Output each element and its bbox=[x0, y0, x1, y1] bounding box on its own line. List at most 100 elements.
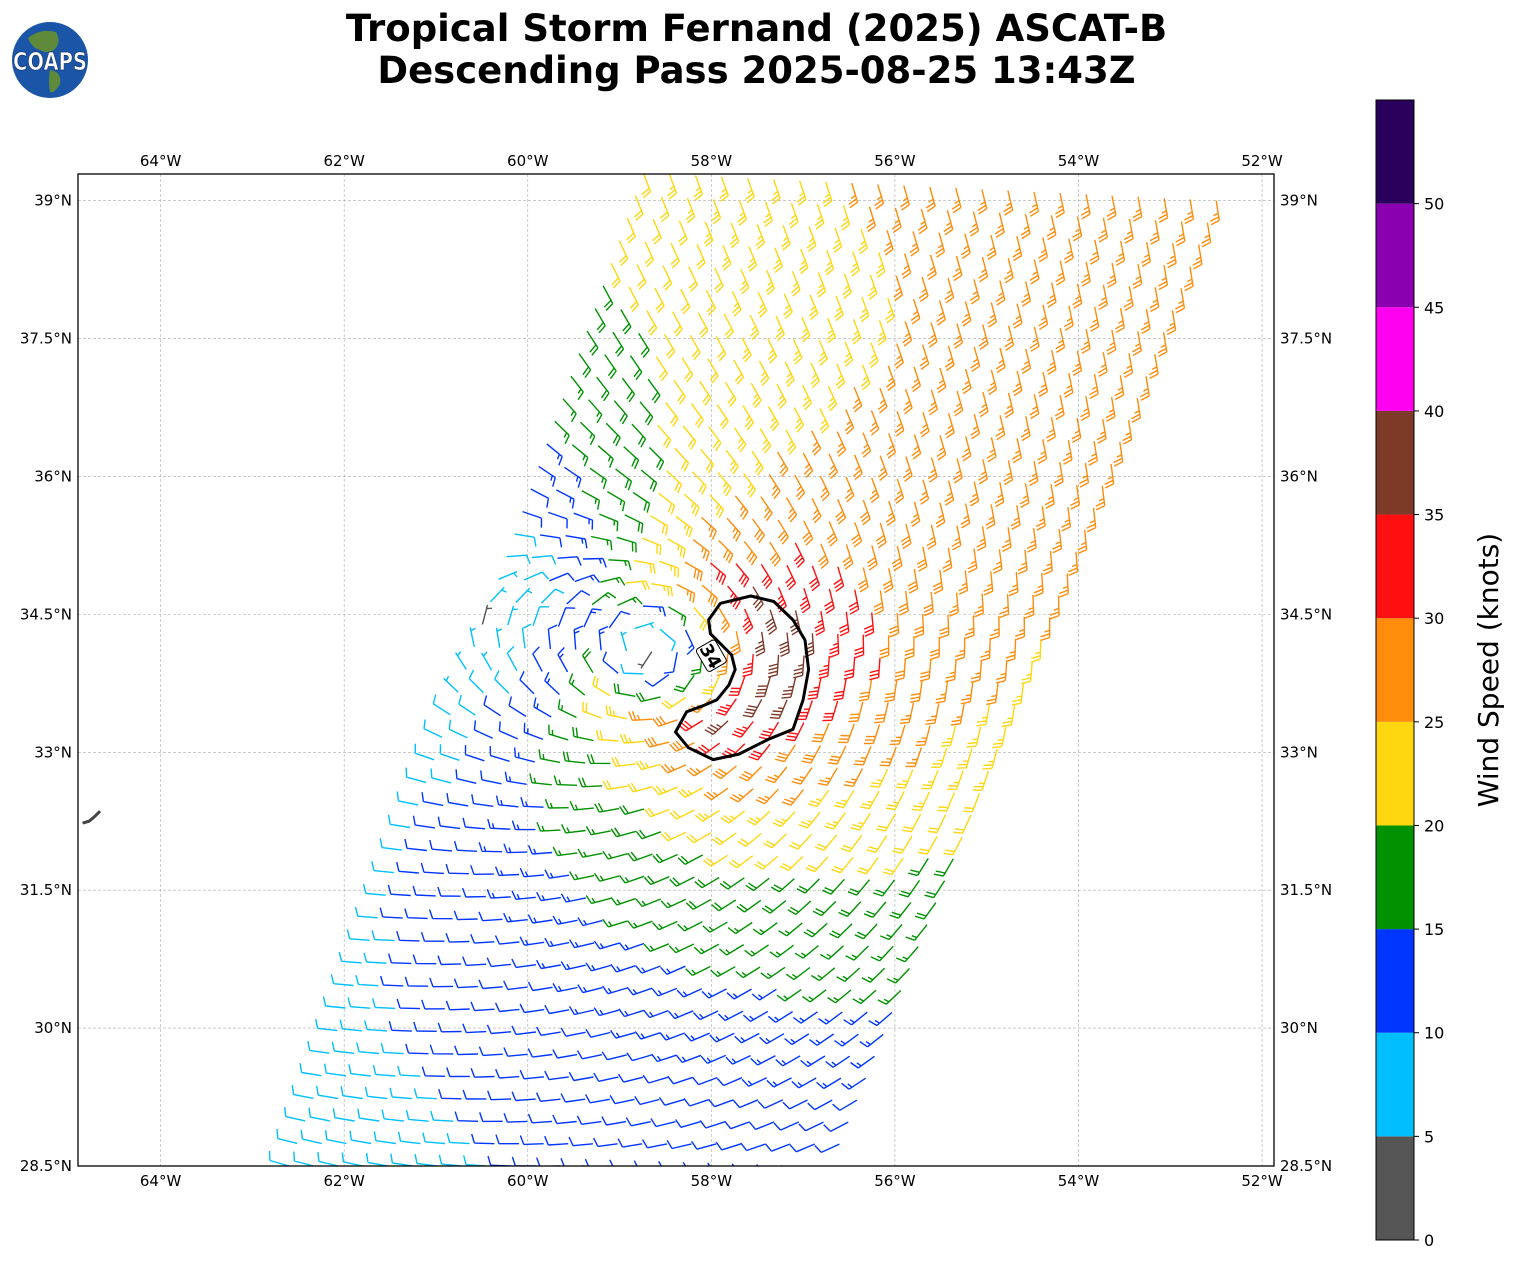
wind-barb bbox=[396, 998, 421, 1010]
wind-barb bbox=[421, 792, 444, 807]
wind-barb bbox=[836, 967, 861, 983]
wind-barb bbox=[741, 337, 752, 363]
wind-barb bbox=[478, 1046, 503, 1057]
wind-barb bbox=[844, 476, 855, 503]
wind-barb bbox=[743, 540, 758, 566]
contour-label-box bbox=[695, 639, 727, 672]
wind-barb bbox=[487, 1155, 511, 1166]
lon-tick-label-top: 64°W bbox=[140, 152, 182, 170]
wind-barb bbox=[397, 1065, 421, 1077]
wind-barb bbox=[443, 675, 459, 693]
wind-barb bbox=[677, 921, 703, 932]
wind-barb bbox=[810, 430, 822, 456]
wind-barb bbox=[495, 1068, 520, 1079]
wind-barb bbox=[787, 900, 812, 916]
wind-barb bbox=[547, 624, 558, 649]
wind-barb bbox=[817, 543, 829, 570]
wind-barb bbox=[699, 1119, 726, 1129]
wind-barb bbox=[657, 424, 672, 449]
wind-barb bbox=[995, 660, 1008, 684]
wind-barb bbox=[544, 937, 570, 948]
wind-barb bbox=[962, 792, 981, 813]
wind-barb bbox=[789, 610, 801, 636]
wind-barb bbox=[371, 861, 394, 874]
wind-barb bbox=[838, 901, 862, 918]
wind-barb bbox=[618, 240, 629, 266]
wind-barb bbox=[814, 834, 838, 851]
wind-barb bbox=[942, 547, 953, 573]
wind-barb bbox=[486, 1024, 512, 1035]
wind-barb bbox=[627, 920, 653, 929]
wind-barb bbox=[455, 769, 477, 784]
wind-barb bbox=[1201, 222, 1212, 248]
wind-barb bbox=[834, 1033, 859, 1047]
wind-barb bbox=[532, 646, 543, 672]
wind-barb bbox=[668, 943, 695, 954]
colorbar-frame bbox=[1375, 99, 1415, 1241]
wind-barb bbox=[894, 343, 905, 369]
wind-barb bbox=[802, 989, 827, 1003]
wind-barb bbox=[494, 866, 520, 877]
wind-barb bbox=[764, 1143, 791, 1152]
wind-barb bbox=[814, 203, 825, 230]
wind-barb bbox=[923, 591, 934, 617]
wind-barb bbox=[652, 715, 678, 727]
wind-barb bbox=[956, 748, 973, 769]
wind-barb bbox=[620, 663, 644, 675]
wind-barb bbox=[619, 805, 645, 815]
wind-barb bbox=[462, 956, 487, 967]
wind-barb bbox=[322, 996, 346, 1009]
wind-barb bbox=[917, 836, 938, 855]
wind-barb bbox=[863, 724, 881, 745]
wind-barb bbox=[914, 613, 925, 638]
wind-barb bbox=[667, 174, 678, 200]
wind-barb bbox=[469, 627, 476, 648]
wind-barb bbox=[953, 390, 964, 417]
wind-barb bbox=[1068, 551, 1079, 576]
wind-barb bbox=[832, 1099, 858, 1111]
wind-barb bbox=[978, 459, 988, 485]
wind-barb bbox=[660, 898, 687, 909]
wind-barb bbox=[511, 1156, 536, 1166]
wind-barb bbox=[935, 232, 946, 258]
wind-barb bbox=[806, 1165, 831, 1166]
wind-barb bbox=[594, 308, 606, 334]
wind-barb bbox=[929, 636, 941, 661]
wind-barb bbox=[546, 443, 563, 466]
wind-barb bbox=[781, 225, 791, 251]
wind-barb bbox=[779, 855, 804, 872]
wind-barb bbox=[734, 1032, 760, 1044]
wind-barb bbox=[818, 1011, 843, 1025]
wind-barb bbox=[624, 514, 644, 534]
wind-barb bbox=[519, 867, 545, 878]
wind-barb bbox=[853, 746, 872, 766]
wind-barb bbox=[307, 1040, 330, 1054]
wind-barb bbox=[1183, 266, 1194, 292]
wind-barb bbox=[616, 536, 637, 553]
wind-barb bbox=[586, 754, 611, 765]
wind-barb bbox=[1015, 616, 1025, 641]
wind-barb bbox=[1063, 372, 1074, 399]
wind-barb bbox=[1070, 484, 1081, 510]
wind-barb bbox=[719, 176, 729, 203]
wind-barb bbox=[560, 961, 586, 971]
wind-barb bbox=[750, 1055, 776, 1066]
wind-barb bbox=[976, 526, 987, 552]
wind-barb bbox=[1175, 288, 1186, 314]
wind-barb bbox=[503, 912, 528, 923]
wind-barb bbox=[789, 1143, 816, 1153]
wind-barb bbox=[519, 936, 545, 946]
wind-barb bbox=[627, 782, 653, 793]
wind-barb bbox=[893, 275, 904, 302]
wind-barb bbox=[471, 1133, 495, 1145]
wind-barb bbox=[935, 502, 946, 528]
wind-barb bbox=[738, 766, 763, 782]
wind-barb bbox=[602, 850, 628, 860]
wind-barb bbox=[315, 1018, 338, 1032]
wind-barb bbox=[574, 574, 601, 583]
wind-barb bbox=[793, 407, 805, 433]
colorbar-bin bbox=[1376, 721, 1414, 826]
wind-barb bbox=[801, 745, 822, 764]
wind-barb bbox=[564, 466, 582, 488]
wind-barb bbox=[338, 951, 362, 964]
